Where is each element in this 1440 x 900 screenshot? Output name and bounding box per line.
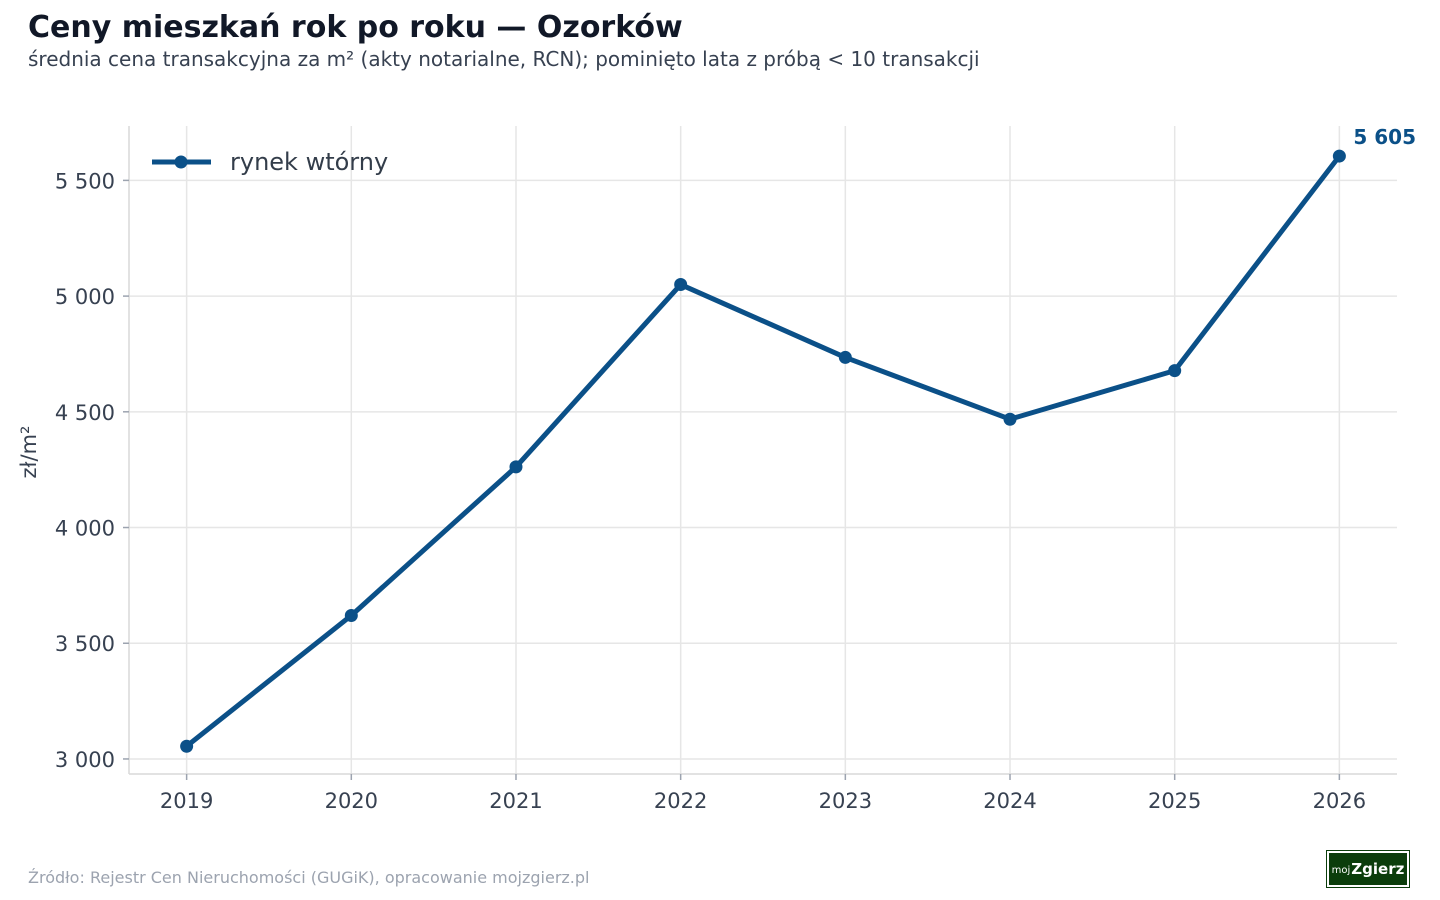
series-layer (180, 149, 1346, 753)
logo-prefix: moj (1331, 865, 1351, 876)
source-note: Źródło: Rejestr Cen Nieruchomości (GUGiK… (28, 868, 590, 887)
logo: moj Zgierz (1326, 850, 1410, 888)
y-tick-label: 4 000 (55, 517, 115, 541)
y-tick-label: 4 500 (55, 401, 115, 425)
x-tick-label: 2021 (489, 789, 542, 813)
data-point (180, 739, 194, 753)
legend-marker (174, 155, 188, 169)
x-tick-label: 2019 (160, 789, 213, 813)
grid-lines (129, 126, 1397, 774)
x-tick-label: 2024 (983, 789, 1036, 813)
x-tick-label: 2023 (819, 789, 872, 813)
x-tick-label: 2020 (325, 789, 378, 813)
series-line (184, 153, 1342, 749)
legend: rynek wtórny (152, 148, 388, 176)
data-point (344, 608, 358, 622)
annotation-layer: 5 605 (1353, 125, 1416, 149)
y-axis-label: zł/m² (17, 426, 41, 479)
axes (123, 126, 1397, 780)
logo-main: Zgierz (1351, 860, 1405, 878)
y-tick-label: 3 500 (55, 632, 115, 656)
data-point (1168, 364, 1182, 378)
chart-title: Ceny mieszkań rok po roku — Ozorków (28, 10, 683, 45)
data-point (1003, 412, 1017, 426)
legend-label: rynek wtórny (230, 148, 388, 176)
y-tick-label: 5 500 (55, 169, 115, 193)
chart-subtitle: średnia cena transakcyjna za m² (akty no… (28, 47, 980, 71)
data-point (674, 278, 688, 292)
y-tick-labels: 3 000 3 500 4 000 4 500 5 000 5 500 (55, 169, 115, 772)
data-point (509, 460, 523, 474)
y-tick-label: 3 000 (55, 748, 115, 772)
x-tick-label: 2026 (1313, 789, 1366, 813)
data-point (838, 350, 852, 364)
x-tick-labels: 2019 2020 2021 2022 2023 2024 2025 2026 (160, 789, 1366, 813)
x-tick-label: 2022 (654, 789, 707, 813)
last-value-label: 5 605 (1353, 125, 1416, 149)
x-tick-label: 2025 (1148, 789, 1201, 813)
data-point (1332, 149, 1346, 163)
y-tick-label: 5 000 (55, 285, 115, 309)
